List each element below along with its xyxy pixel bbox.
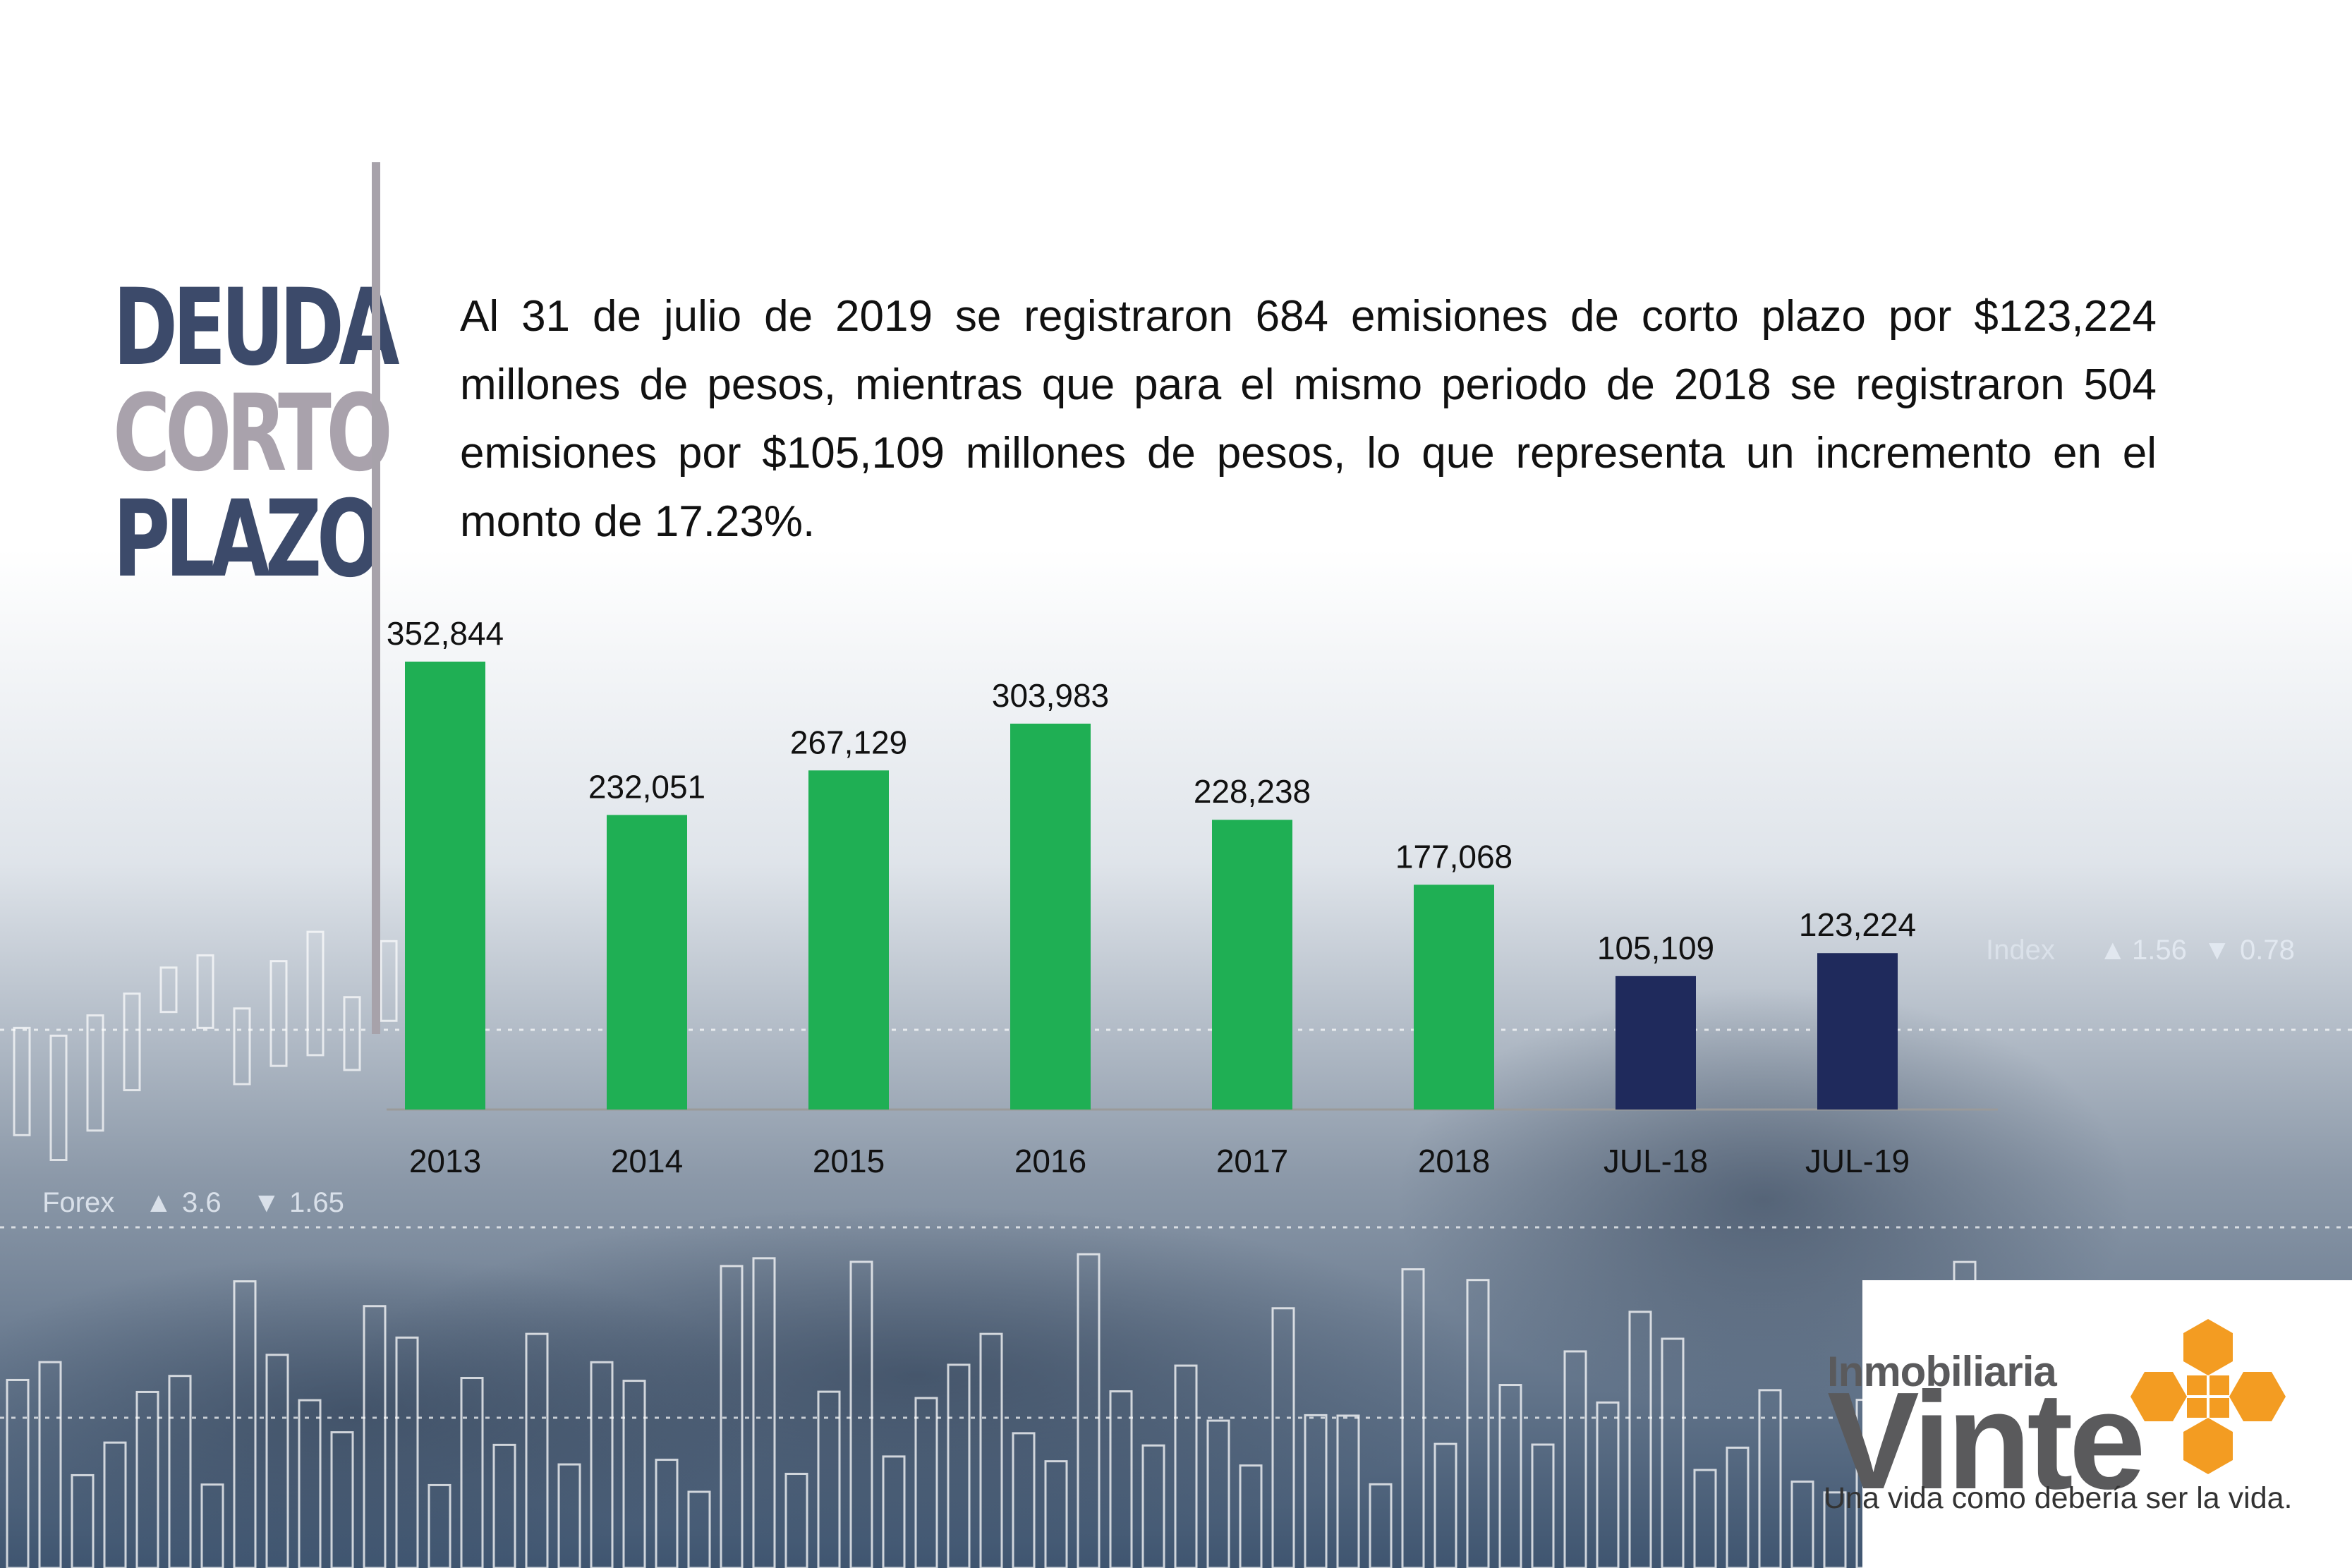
data-label-2017: 228,238 [1194, 773, 1311, 810]
logo-text-inmobiliaria: Inmobiliaria [1827, 1348, 2057, 1395]
background-dotted-lines [0, 1028, 2352, 1419]
x-tick-label-2017: 2017 [1216, 1143, 1288, 1179]
background-ticker-bar [1369, 1483, 1393, 1568]
data-label-jul-18: 105,109 [1597, 930, 1714, 966]
svg-text:1.65: 1.65 [289, 1187, 344, 1218]
x-tick-label-jul-18: JUL-18 [1604, 1143, 1708, 1179]
background-ticker-forex: Forex ▲ 3.6 ▼ 1.65 [42, 1187, 344, 1218]
background-ticker-bar [1304, 1414, 1328, 1568]
svg-text:0.78: 0.78 [2240, 935, 2295, 966]
bar-jul-18 [1616, 976, 1696, 1110]
background-ticker-bar [817, 1390, 841, 1568]
page-title: DEUDA CORTO PLAZO [113, 275, 400, 592]
data-label-jul-19: 123,224 [1799, 906, 1916, 943]
background-ticker-bar [298, 1399, 322, 1568]
svg-text:▼: ▼ [2203, 935, 2231, 966]
logo-tagline: Una vida como debería ser la vida. [1824, 1481, 2293, 1515]
x-tick-label-2015: 2015 [813, 1143, 885, 1179]
background-ticker-bar [1336, 1414, 1360, 1568]
background-ticker-index: Index ▲ 1.56 ▼ 0.78 [1986, 935, 2295, 966]
orange-cross-logo-icon [2130, 1319, 2286, 1474]
svg-text:Index: Index [1986, 935, 2055, 966]
background-ticker-bar [752, 1257, 776, 1568]
background-ticker-bar [590, 1361, 614, 1568]
background-ticker-bar [1206, 1419, 1230, 1568]
background-ticker-bar [135, 1390, 159, 1568]
logo-text-vinte: Vinte [1827, 1363, 2146, 1518]
background-candlestick [343, 996, 361, 1071]
background-ticker-bar [200, 1483, 224, 1568]
background-ticker-bar [1109, 1390, 1133, 1568]
background-ticker-bar [914, 1397, 938, 1568]
x-tick-label-2018: 2018 [1418, 1143, 1490, 1179]
background-ticker-bar [557, 1463, 581, 1568]
background-candlestick [233, 1007, 251, 1086]
background-candlestick [49, 1034, 68, 1161]
data-label-2014: 232,051 [588, 768, 705, 805]
background-ticker-bar [1596, 1401, 1620, 1568]
svg-text:▲: ▲ [2099, 935, 2127, 966]
background-ticker-bar [525, 1332, 549, 1568]
x-tick-label-2014: 2014 [611, 1143, 683, 1179]
bar-group: 352,844 2013 232,051 2014 267,129 2015 303,983… [387, 615, 1916, 1179]
data-label-2018: 177,068 [1395, 838, 1513, 875]
background-ticker-bar [1661, 1337, 1685, 1568]
svg-text:▲: ▲ [145, 1187, 173, 1218]
background-candlestick [159, 966, 178, 1014]
bar-2016 [1010, 723, 1091, 1110]
background-ticker-bar [428, 1483, 451, 1568]
background-ticker-bar [1628, 1311, 1652, 1568]
background-candlestick [86, 1014, 104, 1132]
x-tick-label-2016: 2016 [1014, 1143, 1086, 1179]
background-ticker-bar [1693, 1469, 1717, 1568]
bar-2015 [808, 770, 889, 1110]
x-tick-label-jul-19: JUL-19 [1805, 1143, 1910, 1179]
background-ticker-bar [622, 1380, 646, 1568]
bar-jul-19 [1817, 953, 1898, 1110]
background-ticker-bar [168, 1375, 192, 1568]
bar-2017 [1212, 820, 1292, 1110]
svg-text:1.56: 1.56 [2132, 935, 2187, 966]
background-ticker-bar [103, 1441, 127, 1568]
background-ticker-bar [1239, 1464, 1263, 1568]
background-ticker-bar [1563, 1350, 1587, 1568]
background-ticker-bar [1790, 1481, 1814, 1568]
background-ticker-bar [687, 1490, 711, 1568]
vertical-divider [372, 162, 380, 1034]
background-ticker-bar [1823, 1491, 1847, 1568]
svg-text:▼: ▼ [253, 1187, 281, 1218]
background-ticker-bar [1012, 1432, 1036, 1568]
company-logo: Inmobiliaria Vinte Una vida como debería… [1824, 1305, 2321, 1524]
background-candlestick [123, 992, 141, 1092]
data-label-2013: 352,844 [387, 615, 504, 652]
background-ticker-bar [1433, 1442, 1457, 1568]
bar-2018 [1414, 885, 1494, 1110]
background-ticker-bar [1077, 1253, 1101, 1568]
background-ticker-bar [460, 1377, 484, 1568]
data-label-2016: 303,983 [992, 677, 1109, 714]
data-label-2015: 267,129 [790, 724, 907, 760]
bar-2014 [607, 815, 687, 1110]
bar-2013 [405, 662, 485, 1110]
background-candlestick [380, 940, 398, 1022]
background-candlestick [13, 1026, 31, 1136]
svg-text:Forex: Forex [42, 1187, 114, 1218]
background-ticker-bar [1758, 1389, 1782, 1568]
background-ticker-bar [395, 1336, 419, 1568]
background-ticker-bar [1174, 1364, 1198, 1568]
background-candlestick [269, 960, 288, 1067]
background-candlestick [196, 954, 214, 1029]
x-tick-label-2013: 2013 [409, 1143, 481, 1179]
background-candlestick [306, 930, 325, 1057]
description-paragraph: Al 31 de julio de 2019 se registraron 68… [460, 292, 2157, 546]
svg-text:3.6: 3.6 [182, 1187, 222, 1218]
background-ticker-bar [1141, 1444, 1165, 1568]
background-ticker-bar [979, 1332, 1003, 1568]
